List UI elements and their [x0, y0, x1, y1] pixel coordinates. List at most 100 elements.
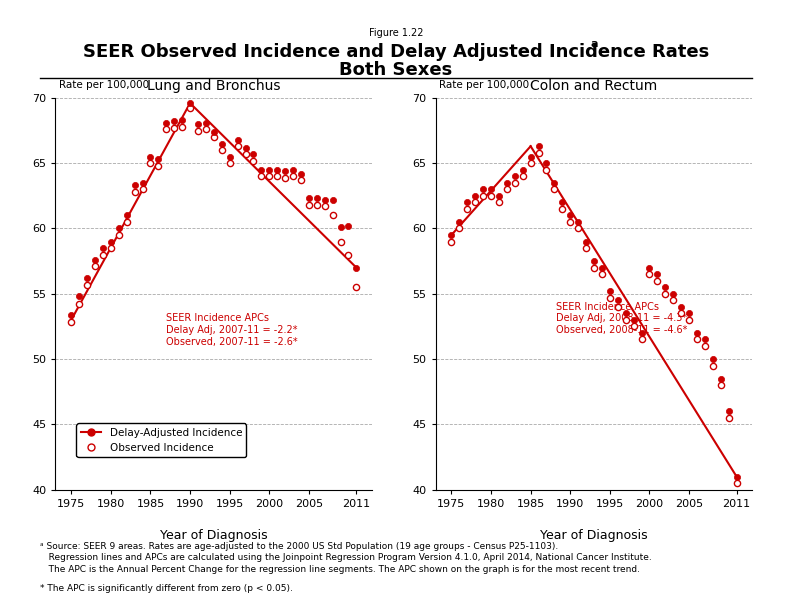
Point — [453, 223, 466, 233]
Point — [611, 296, 624, 305]
Point — [192, 119, 204, 129]
Point — [730, 478, 743, 488]
Point — [271, 165, 284, 174]
Point — [73, 291, 86, 301]
Point — [643, 263, 656, 272]
Point — [651, 276, 664, 286]
Point — [580, 243, 592, 253]
Text: SEER Incidence APCs
Delay Adj, 2008-11 = -4.3*
Observed, 2008-11 = -4.6*: SEER Incidence APCs Delay Adj, 2008-11 =… — [556, 302, 687, 335]
Point — [699, 341, 711, 351]
Point — [112, 223, 125, 233]
Point — [215, 139, 228, 149]
Point — [453, 217, 466, 227]
Point — [540, 159, 553, 168]
Point — [675, 302, 687, 312]
Point — [73, 299, 86, 309]
Point — [89, 261, 101, 271]
Point — [564, 217, 577, 227]
Point — [714, 374, 727, 384]
Point — [184, 99, 196, 108]
Point — [168, 123, 181, 133]
Point — [619, 308, 632, 318]
Point — [105, 237, 117, 247]
Point — [516, 165, 529, 174]
Text: ᵃ Source: SEER 9 areas. Rates are age-adjusted to the 2000 US Std Population (19: ᵃ Source: SEER 9 areas. Rates are age-ad… — [40, 542, 651, 574]
Point — [295, 169, 307, 179]
Point — [168, 116, 181, 126]
Legend: Delay-Adjusted Incidence, Observed Incidence: Delay-Adjusted Incidence, Observed Incid… — [77, 424, 246, 457]
Point — [469, 198, 482, 207]
Point — [548, 184, 561, 194]
Point — [342, 221, 355, 231]
Point — [651, 269, 664, 279]
Point — [572, 217, 584, 227]
Point — [556, 204, 569, 214]
Point — [287, 165, 299, 174]
Text: Rate per 100,000: Rate per 100,000 — [439, 80, 529, 90]
Point — [303, 200, 315, 210]
Point — [144, 152, 157, 162]
Point — [318, 201, 331, 211]
Point — [350, 263, 363, 272]
Point — [231, 135, 244, 144]
Point — [97, 243, 109, 253]
Point — [334, 222, 347, 232]
Point — [295, 175, 307, 185]
Point — [263, 171, 276, 181]
Point — [128, 187, 141, 197]
Point — [556, 198, 569, 207]
Point — [699, 335, 711, 345]
Point — [564, 211, 577, 220]
Point — [722, 413, 735, 423]
Point — [350, 282, 363, 292]
Point — [215, 145, 228, 155]
Point — [279, 166, 291, 176]
Point — [604, 293, 616, 302]
Point — [105, 243, 117, 253]
Point — [501, 184, 513, 194]
Point — [493, 198, 505, 207]
Point — [152, 161, 165, 171]
Point — [477, 184, 489, 194]
Point — [231, 141, 244, 151]
Point — [184, 103, 196, 113]
Point — [532, 148, 545, 158]
Point — [635, 328, 648, 338]
Point — [89, 255, 101, 265]
Point — [200, 118, 212, 128]
Point — [643, 269, 656, 279]
Point — [635, 335, 648, 345]
Point — [627, 321, 640, 331]
Point — [120, 217, 133, 227]
Point — [461, 204, 474, 214]
Point — [176, 115, 188, 125]
Point — [477, 191, 489, 201]
Point — [619, 315, 632, 325]
Title: Lung and Bronchus: Lung and Bronchus — [147, 78, 280, 92]
Point — [572, 223, 584, 233]
Point — [326, 211, 339, 220]
Point — [223, 152, 236, 162]
Text: Rate per 100,000: Rate per 100,000 — [59, 80, 149, 90]
Text: Year of Diagnosis: Year of Diagnosis — [540, 529, 648, 542]
Point — [334, 237, 347, 247]
Point — [485, 184, 497, 194]
Point — [255, 171, 268, 181]
Point — [97, 250, 109, 259]
Point — [461, 198, 474, 207]
Point — [223, 159, 236, 168]
Point — [580, 237, 592, 247]
Text: a: a — [590, 39, 597, 48]
Point — [136, 184, 149, 194]
Point — [659, 289, 672, 299]
Point — [144, 159, 157, 168]
Point — [112, 230, 125, 240]
Point — [318, 195, 331, 204]
Point — [714, 380, 727, 390]
Point — [683, 308, 695, 318]
Point — [493, 191, 505, 201]
Point — [287, 171, 299, 181]
Point — [303, 193, 315, 203]
Point — [247, 149, 260, 159]
Point — [516, 171, 529, 181]
